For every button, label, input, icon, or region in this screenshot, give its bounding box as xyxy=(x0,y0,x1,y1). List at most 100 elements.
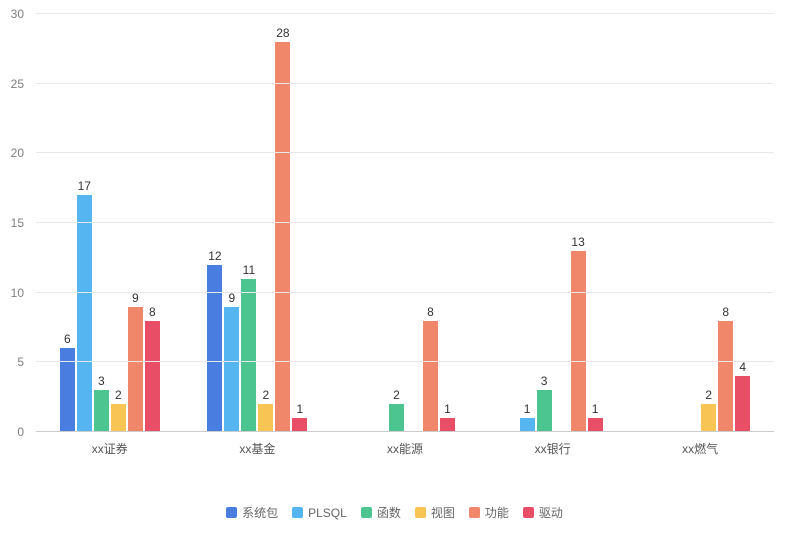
bar-slot: 3 xyxy=(93,14,109,432)
bar-视图-xx证券[interactable] xyxy=(110,404,126,432)
bar-value-label: 2 xyxy=(705,388,713,403)
legend-label: 系统包 xyxy=(242,506,279,520)
legend-item-系统包[interactable]: 系统包 xyxy=(226,504,278,521)
legend-swatch xyxy=(414,507,426,518)
bar-value-label: 1 xyxy=(444,402,451,417)
bar-group: 2 8 1 xyxy=(331,14,479,432)
bar-slot xyxy=(503,14,518,432)
legend-label: 函数 xyxy=(376,506,401,520)
bar-value-label: 13 xyxy=(571,234,585,249)
y-axis-tick-label: 10 xyxy=(10,285,24,300)
bar-slot: 11 xyxy=(241,14,257,432)
bar-group: 6 17 3 2 9 8 xyxy=(36,14,184,432)
y-axis-tick-label: 5 xyxy=(17,355,24,370)
bar-视图-xx基金[interactable] xyxy=(258,404,274,432)
bar-slot: 13 xyxy=(570,14,586,432)
bar-slot xyxy=(667,14,682,432)
legend-item-视图[interactable]: 视图 xyxy=(414,504,455,521)
bar-slot: 8 xyxy=(422,14,438,432)
bar-PLSQL-xx银行[interactable] xyxy=(519,418,535,432)
x-axis-category-label: xx能源 xyxy=(386,442,423,456)
bar-系统包-xx基金[interactable] xyxy=(207,264,223,432)
bar-slot: 6 xyxy=(59,14,75,432)
bar-驱动-xx证券[interactable] xyxy=(144,320,160,432)
bar-功能-xx燃气[interactable] xyxy=(718,320,734,432)
bar-slot: 17 xyxy=(76,14,92,432)
legend-item-函数[interactable]: 函数 xyxy=(360,504,401,521)
bar-slot: 1 xyxy=(519,14,535,432)
gridline xyxy=(36,13,774,14)
x-axis-category-label: xx证券 xyxy=(91,442,128,456)
legend-label: 功能 xyxy=(484,506,509,520)
y-axis-tick-label: 30 xyxy=(10,7,24,21)
bar-函数-xx银行[interactable] xyxy=(536,390,552,432)
bar-group: 1 3 13 1 xyxy=(479,14,627,432)
bar-函数-xx能源[interactable] xyxy=(388,404,404,432)
y-axis-tick-label: 20 xyxy=(10,146,24,161)
y-axis-tick-label: 25 xyxy=(10,76,24,91)
x-axis-category-label: xx基金 xyxy=(239,442,276,456)
bar-slot: 1 xyxy=(587,14,603,432)
bar-PLSQL-xx证券[interactable] xyxy=(76,195,92,432)
bar-value-label: 17 xyxy=(77,179,91,194)
bar-slot: 2 xyxy=(701,14,717,432)
bar-value-label: 6 xyxy=(63,332,71,347)
bar-函数-xx证券[interactable] xyxy=(93,390,109,432)
bar-slot: 28 xyxy=(275,14,291,432)
bar-value-label: 1 xyxy=(523,402,531,417)
bar-slot: 4 xyxy=(735,14,751,432)
legend: 系统包 PLSQL 函数 视图 功能 驱动 xyxy=(0,504,789,521)
bar-slot: 1 xyxy=(439,14,455,432)
bar-PLSQL-xx基金[interactable] xyxy=(224,306,240,432)
bar-value-label: 4 xyxy=(739,360,747,375)
y-axis-tick-label: 0 xyxy=(17,425,24,439)
bar-slot: 2 xyxy=(110,14,126,432)
bar-视图-xx燃气[interactable] xyxy=(701,404,717,432)
bar-slot xyxy=(650,14,665,432)
bar-功能-xx基金[interactable] xyxy=(275,41,291,432)
bar-value-label: 2 xyxy=(262,388,270,403)
bar-value-label: 1 xyxy=(296,402,304,417)
y-axis: 0 5 10 15 20 25 30 xyxy=(0,7,28,439)
bar-value-label: 9 xyxy=(131,290,139,305)
x-axis-category-label: xx燃气 xyxy=(682,442,719,456)
bar-slot: 8 xyxy=(144,14,160,432)
bar-slot xyxy=(684,14,699,432)
bar-value-label: 2 xyxy=(114,388,122,403)
bar-驱动-xx燃气[interactable] xyxy=(735,376,751,432)
bar-系统包-xx证券[interactable] xyxy=(59,348,75,432)
bar-value-label: 3 xyxy=(97,374,105,389)
legend-item-驱动[interactable]: 驱动 xyxy=(522,504,563,521)
bar-驱动-xx基金[interactable] xyxy=(292,418,308,432)
bar-slot: 9 xyxy=(224,14,240,432)
gridline xyxy=(36,222,774,223)
bar-group: 12 9 11 2 28 1 xyxy=(184,14,332,432)
legend-label: 驱动 xyxy=(538,506,563,520)
x-axis-labels: xx证券 xx基金 xx能源 xx银行 xx燃气 xyxy=(36,440,774,457)
legend-label: PLSQL xyxy=(308,505,347,520)
bar-value-label: 3 xyxy=(540,374,548,389)
legend-swatch xyxy=(226,507,238,518)
bar-slot: 8 xyxy=(718,14,734,432)
bar-驱动-xx能源[interactable] xyxy=(439,418,455,432)
bar-group: 2 8 4 xyxy=(626,14,774,432)
bar-函数-xx基金[interactable] xyxy=(241,278,257,432)
bar-slot xyxy=(554,14,569,432)
bar-功能-xx银行[interactable] xyxy=(570,250,586,432)
bar-slot: 1 xyxy=(292,14,308,432)
legend-label: 视图 xyxy=(430,506,455,520)
gridline xyxy=(36,291,774,293)
legend-item-PLSQL[interactable]: PLSQL xyxy=(292,506,347,520)
gridline xyxy=(36,82,774,84)
bar-功能-xx能源[interactable] xyxy=(422,320,438,432)
bar-value-label: 12 xyxy=(208,248,222,263)
bar-驱动-xx银行[interactable] xyxy=(587,418,603,432)
bar-value-label: 8 xyxy=(148,304,156,319)
bar-功能-xx证券[interactable] xyxy=(127,306,143,432)
x-axis-line xyxy=(36,431,774,432)
gridline xyxy=(36,361,774,363)
legend-item-功能[interactable]: 功能 xyxy=(468,504,509,521)
bar-slot xyxy=(355,14,370,432)
bar-slot xyxy=(372,14,387,432)
